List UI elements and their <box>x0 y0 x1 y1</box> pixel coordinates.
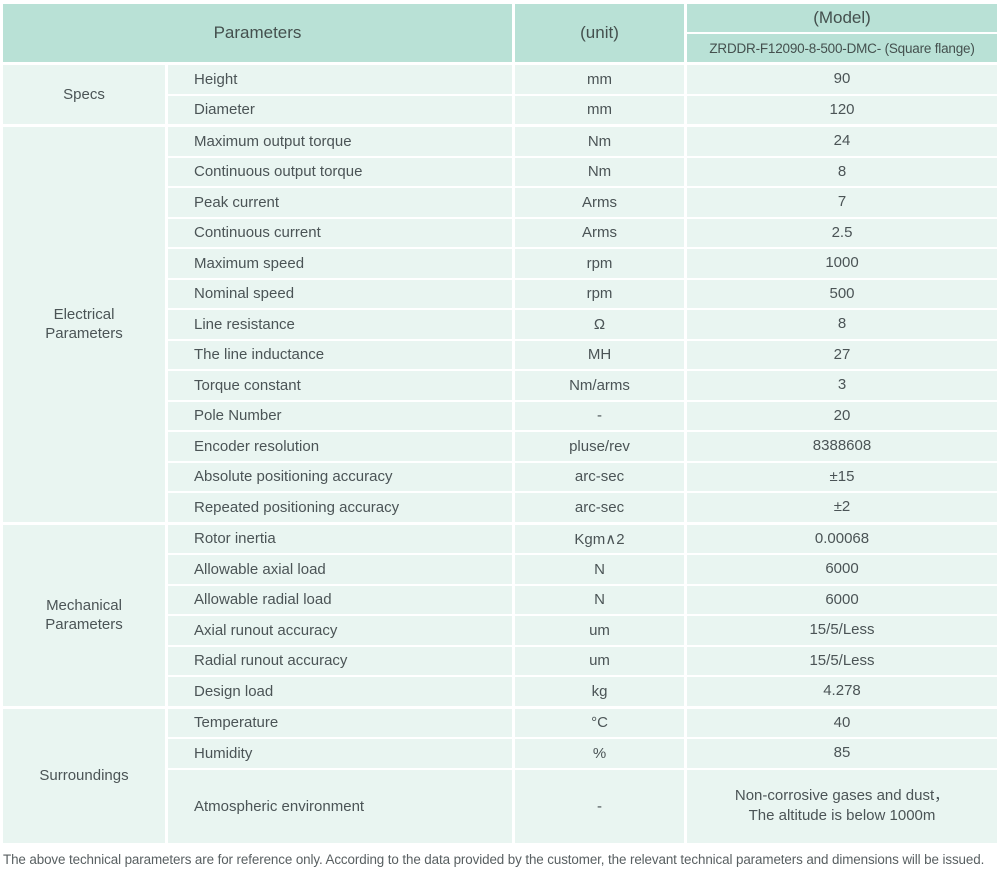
value-cell: 15/5/Less <box>687 616 997 645</box>
unit-cell: Arms <box>515 188 684 217</box>
unit-cell: kg <box>515 677 684 706</box>
value-cell: 4.278 <box>687 677 997 706</box>
value-cell: 15/5/Less <box>687 646 997 675</box>
value-cell: 85 <box>687 739 997 768</box>
value-cell: 40 <box>687 708 997 737</box>
value-cell: 500 <box>687 279 997 308</box>
param-name-cell: Rotor inertia <box>168 524 512 553</box>
param-name-cell: Pole Number <box>168 401 512 430</box>
value-cell: 8 <box>687 310 997 339</box>
table-section: Surroundings Temperature °C 40 Humidity … <box>3 708 997 843</box>
param-name-cell: Encoder resolution <box>168 432 512 461</box>
param-name-cell: The line inductance <box>168 340 512 369</box>
value-cell: 6000 <box>687 555 997 584</box>
unit-cell: Nm <box>515 127 684 156</box>
section-label: Mechanical Parameters <box>3 524 165 706</box>
table-header: Parameters (unit) (Model) ZRDDR-F12090-8… <box>3 4 997 62</box>
param-name-cell: Allowable radial load <box>168 585 512 614</box>
unit-cell: mm <box>515 65 684 94</box>
unit-cell: pluse/rev <box>515 432 684 461</box>
table-section: Electrical Parameters Maximum output tor… <box>3 127 997 522</box>
param-name-cell: Nominal speed <box>168 279 512 308</box>
param-name-cell: Peak current <box>168 188 512 217</box>
value-cell: 20 <box>687 401 997 430</box>
model-header: (Model) <box>687 4 997 32</box>
unit-cell: Ω <box>515 310 684 339</box>
value-cell: 8 <box>687 157 997 186</box>
param-name-cell: Absolute positioning accuracy <box>168 462 512 491</box>
unit-cell: Nm/arms <box>515 371 684 400</box>
unit-cell: Kgm∧2 <box>515 524 684 553</box>
value-cell: 27 <box>687 340 997 369</box>
value-cell: 0.00068 <box>687 524 997 553</box>
param-name-cell: Continuous current <box>168 218 512 247</box>
unit-cell: % <box>515 739 684 768</box>
specifications-table: Parameters (unit) (Model) ZRDDR-F12090-8… <box>3 4 997 843</box>
table-section: Specs Height mm 90 Diameter mm 120 <box>3 65 997 124</box>
unit-cell: MH <box>515 340 684 369</box>
section-label: Specs <box>3 65 165 124</box>
param-name-cell: Repeated positioning accuracy <box>168 493 512 522</box>
param-name-cell: Line resistance <box>168 310 512 339</box>
unit-cell: N <box>515 555 684 584</box>
value-cell: 3 <box>687 371 997 400</box>
value-cell: ±2 <box>687 493 997 522</box>
param-name-cell: Height <box>168 65 512 94</box>
table-section: Mechanical Parameters Rotor inertia Kgm∧… <box>3 524 997 706</box>
model-number: ZRDDR-F12090-8-500-DMC- (Square flange) <box>687 34 997 62</box>
unit-cell: - <box>515 401 684 430</box>
unit-cell: °C <box>515 708 684 737</box>
unit-cell: arc-sec <box>515 493 684 522</box>
param-name-cell: Design load <box>168 677 512 706</box>
value-cell: ±15 <box>687 462 997 491</box>
unit-cell: um <box>515 646 684 675</box>
param-name-cell: Allowable axial load <box>168 555 512 584</box>
value-cell: Non-corrosive gases and dust， The altitu… <box>687 769 997 843</box>
value-cell: 6000 <box>687 585 997 614</box>
param-name-cell: Atmospheric environment <box>168 769 512 843</box>
unit-cell: Arms <box>515 218 684 247</box>
unit-cell: rpm <box>515 279 684 308</box>
unit-header: (unit) <box>515 4 684 62</box>
parameters-header: Parameters <box>3 4 512 62</box>
param-name-cell: Humidity <box>168 739 512 768</box>
unit-cell: Nm <box>515 157 684 186</box>
unit-cell: - <box>515 769 684 843</box>
param-name-cell: Continuous output torque <box>168 157 512 186</box>
unit-cell: rpm <box>515 249 684 278</box>
param-name-cell: Diameter <box>168 95 512 124</box>
table-body: Specs Height mm 90 Diameter mm 120 Elect… <box>3 65 997 843</box>
value-cell: 7 <box>687 188 997 217</box>
value-cell: 2.5 <box>687 218 997 247</box>
value-cell: 120 <box>687 95 997 124</box>
footer-note: The above technical parameters are for r… <box>3 851 985 867</box>
value-cell: 90 <box>687 65 997 94</box>
param-name-cell: Maximum output torque <box>168 127 512 156</box>
unit-cell: um <box>515 616 684 645</box>
param-name-cell: Temperature <box>168 708 512 737</box>
param-name-cell: Torque constant <box>168 371 512 400</box>
param-name-cell: Maximum speed <box>168 249 512 278</box>
section-label: Surroundings <box>3 708 165 843</box>
param-name-cell: Axial runout accuracy <box>168 616 512 645</box>
unit-cell: N <box>515 585 684 614</box>
unit-cell: arc-sec <box>515 462 684 491</box>
value-cell: 24 <box>687 127 997 156</box>
section-label: Electrical Parameters <box>3 127 165 522</box>
param-name-cell: Radial runout accuracy <box>168 646 512 675</box>
unit-cell: mm <box>515 95 684 124</box>
value-cell: 1000 <box>687 249 997 278</box>
value-cell: 8388608 <box>687 432 997 461</box>
